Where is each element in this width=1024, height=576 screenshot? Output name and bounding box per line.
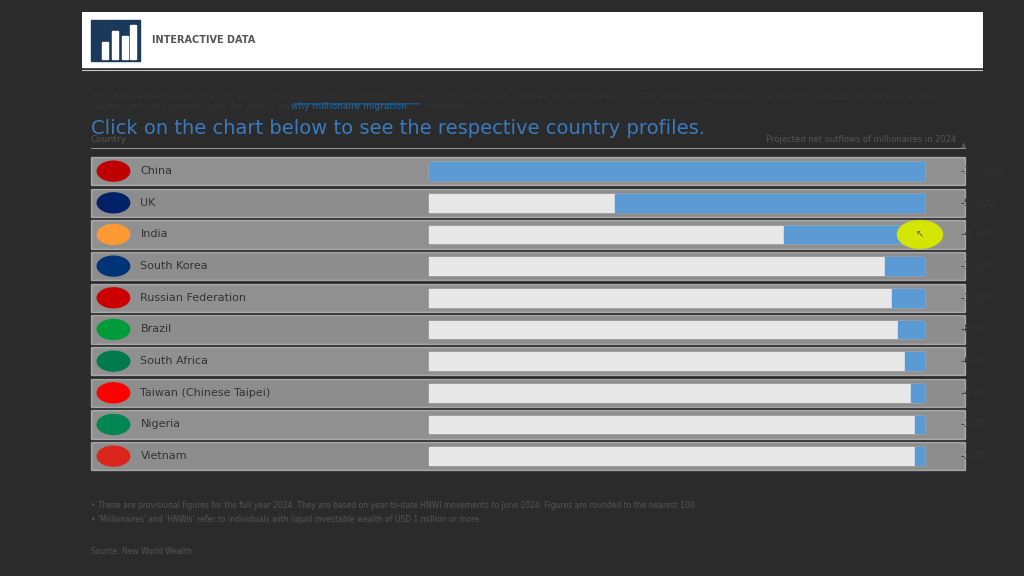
Bar	[429, 226, 925, 243]
Bar	[429, 321, 925, 338]
Text: Vietnam: Vietnam	[140, 451, 187, 461]
Text: country and its economy (see the article on: country and its economy (see the article…	[91, 101, 293, 111]
Bar	[892, 289, 925, 306]
Bar	[101, 42, 109, 59]
Text: -1,000: -1,000	[961, 293, 996, 303]
Bar	[614, 194, 925, 211]
Bar	[130, 25, 136, 59]
Bar	[91, 315, 965, 344]
Text: why millionaire migration: why millionaire migration	[291, 101, 407, 111]
Text: Nigeria: Nigeria	[140, 419, 180, 430]
Bar	[91, 347, 965, 376]
Bar	[905, 353, 925, 370]
Bar	[91, 220, 965, 249]
Bar	[91, 283, 965, 312]
Bar	[112, 31, 118, 59]
Circle shape	[97, 225, 130, 244]
Circle shape	[97, 446, 130, 466]
Bar	[429, 353, 925, 370]
Text: Country: Country	[91, 135, 127, 144]
Text: China: China	[140, 166, 172, 176]
Text: South Korea: South Korea	[140, 261, 208, 271]
Circle shape	[97, 193, 130, 213]
Text: matters).: matters).	[423, 101, 467, 111]
Text: Taiwan (Chinese Taipei): Taiwan (Chinese Taipei)	[140, 388, 270, 398]
Bar	[429, 194, 925, 211]
Circle shape	[97, 288, 130, 308]
Text: -4,300: -4,300	[961, 229, 996, 240]
Text: Russian Federation: Russian Federation	[140, 293, 247, 303]
Text: INTERACTIVE DATA: INTERACTIVE DATA	[153, 35, 255, 46]
Text: -9,500: -9,500	[961, 198, 996, 208]
Circle shape	[97, 256, 130, 276]
Text: UK: UK	[140, 198, 156, 208]
Bar	[91, 20, 140, 61]
Bar	[91, 188, 965, 217]
Bar	[914, 416, 925, 433]
Bar	[429, 384, 925, 401]
Text: Source: New World Wealth: Source: New World Wealth	[91, 547, 191, 556]
Circle shape	[97, 320, 130, 339]
Bar	[911, 384, 925, 401]
Text: Projected net outflows of millionaires in 2024: Projected net outflows of millionaires i…	[766, 135, 956, 144]
Bar	[898, 321, 925, 338]
Bar	[429, 448, 925, 465]
Text: ▲: ▲	[961, 142, 966, 148]
Bar	[886, 257, 925, 275]
Text: -600: -600	[961, 356, 985, 366]
Bar	[784, 226, 925, 243]
Circle shape	[97, 351, 130, 371]
Bar	[91, 157, 965, 185]
Bar	[429, 162, 925, 180]
Text: -800: -800	[961, 324, 986, 335]
Circle shape	[97, 161, 130, 181]
Text: India: India	[140, 229, 168, 240]
Text: • These are provisional figures for the full year 2024. They are based on year-t: • These are provisional figures for the …	[91, 501, 697, 510]
Circle shape	[97, 415, 130, 434]
Bar	[429, 162, 925, 180]
Bar	[429, 289, 925, 306]
Text: -15,200: -15,200	[961, 166, 1004, 176]
Bar	[122, 36, 128, 59]
Circle shape	[897, 221, 942, 248]
Bar	[91, 442, 965, 471]
Text: • 'Millionaires' and 'HNWIs' refer to individuals with liquid investable wealth : • 'Millionaires' and 'HNWIs' refer to in…	[91, 515, 481, 524]
Bar	[91, 378, 965, 407]
Text: Click on the chart below to see the respective country profiles.: Click on the chart below to see the resp…	[91, 119, 705, 138]
Text: -400: -400	[961, 388, 986, 398]
Text: ↖: ↖	[915, 229, 924, 240]
Bar	[82, 12, 983, 67]
Bar	[91, 252, 965, 281]
Text: -300: -300	[961, 451, 985, 461]
Bar	[914, 448, 925, 465]
Circle shape	[97, 383, 130, 403]
Bar	[91, 410, 965, 439]
Text: South Africa: South Africa	[140, 356, 209, 366]
Bar	[429, 257, 925, 275]
Text: -300: -300	[961, 419, 985, 430]
Text: This dataset represents the Top 10 countries or territories globally in terms of: This dataset represents the Top 10 count…	[91, 92, 937, 101]
Bar	[429, 416, 925, 433]
Text: -1,200: -1,200	[961, 261, 996, 271]
Text: Brazil: Brazil	[140, 324, 172, 335]
